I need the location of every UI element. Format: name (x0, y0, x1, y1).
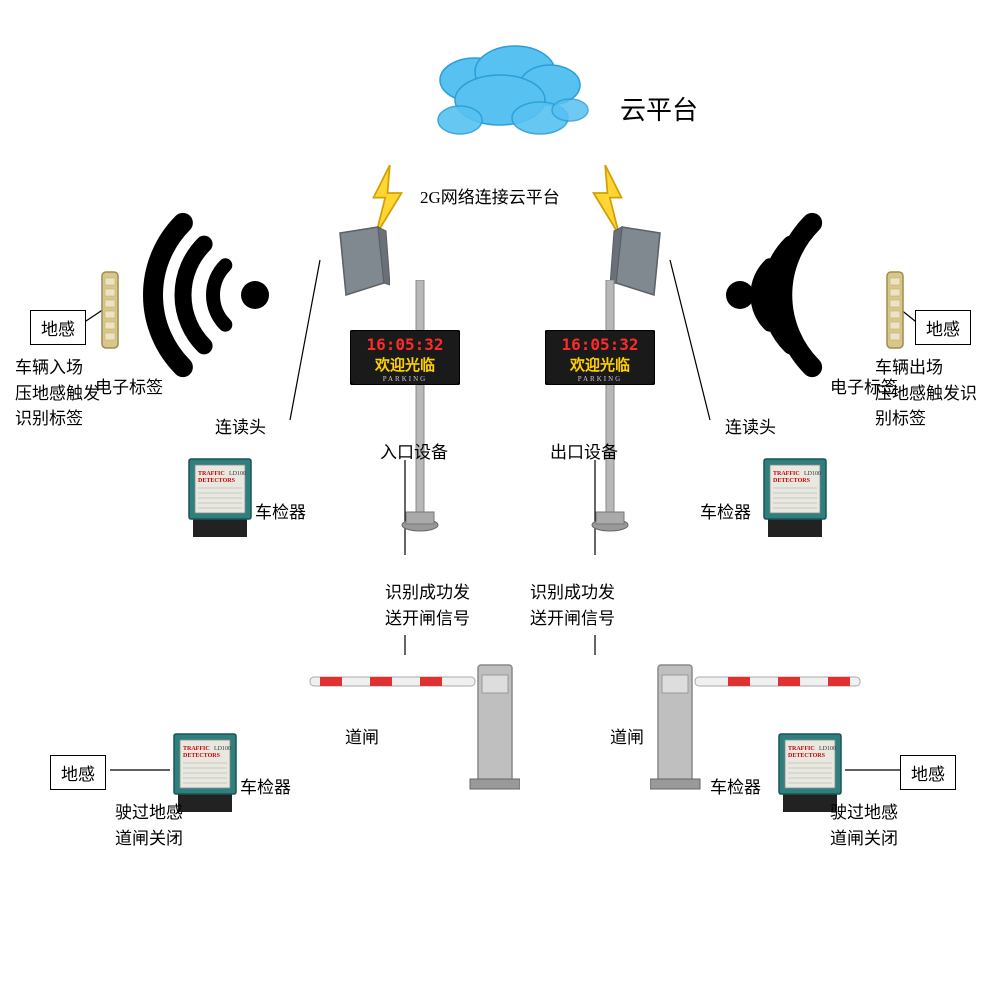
svg-text:DETECTORS: DETECTORS (773, 478, 811, 484)
cloud-label: 云平台 (620, 90, 698, 127)
barrier-label-exit: 道闸 (610, 725, 644, 751)
ground-sensor-entrance-top: 地感 (30, 310, 86, 345)
rfid-tag-entrance-icon (100, 270, 120, 355)
svg-text:TRAFFIC: TRAFFIC (773, 471, 800, 477)
connection-label: 2G网络连接云平台 (420, 185, 560, 211)
detector-label-entrance-bottom: 车检器 (240, 775, 291, 801)
detector-label-entrance-top: 车检器 (255, 500, 306, 526)
pole-entrance-icon (400, 280, 440, 545)
detector-entrance-top-icon: TRAFFICDETECTORSLD100 (185, 455, 255, 545)
svg-text:16:05:32: 16:05:32 (561, 335, 638, 354)
display-entrance-icon: 16:05:32 欢迎光临PARKING (350, 330, 460, 390)
barrier-entrance-icon (300, 655, 520, 800)
ground-sensor-exit-top: 地感 (915, 310, 971, 345)
svg-text:TRAFFIC: TRAFFIC (183, 746, 210, 752)
detector-label-exit-bottom: 车检器 (710, 775, 761, 801)
cloud-icon (420, 40, 600, 155)
antenna-entrance-icon (330, 225, 390, 310)
rfid-tag-exit-icon (885, 270, 905, 355)
device-label-exit: 出口设备 (550, 440, 618, 466)
pole-exit-icon (590, 280, 630, 545)
svg-text:DETECTORS: DETECTORS (183, 753, 221, 759)
svg-text:16:05:32: 16:05:32 (366, 335, 443, 354)
svg-text:LD100: LD100 (229, 471, 246, 477)
reader-label-entrance: 连读头 (215, 415, 266, 441)
reader-label-exit: 连读头 (725, 415, 776, 441)
tag-label-exit: 电子标签 (830, 375, 898, 401)
barrier-label-entrance: 道闸 (345, 725, 379, 751)
ground-sensor-exit-bottom-note: 驶过地感 道闸关闭 (830, 800, 898, 851)
signal-note-entrance: 识别成功发 送开闸信号 (385, 580, 470, 631)
ground-sensor-entrance-bottom-note: 驶过地感 道闸关闭 (115, 800, 183, 851)
svg-text:欢迎光临: 欢迎光临 (569, 356, 630, 374)
svg-text:欢迎光临: 欢迎光临 (374, 356, 435, 374)
ground-sensor-entrance-top-note: 车辆入场 压地感触发 识别标签 (15, 355, 100, 432)
ground-sensor-entrance-bottom: 地感 (50, 755, 106, 790)
tag-label-entrance: 电子标签 (95, 375, 163, 401)
signal-note-exit: 识别成功发 送开闸信号 (530, 580, 615, 631)
svg-text:LD100: LD100 (804, 471, 821, 477)
svg-text:PARKING: PARKING (383, 375, 427, 383)
svg-text:TRAFFIC: TRAFFIC (198, 471, 225, 477)
ground-sensor-exit-bottom: 地感 (900, 755, 956, 790)
svg-text:DETECTORS: DETECTORS (198, 478, 236, 484)
svg-text:LD100: LD100 (214, 746, 231, 752)
svg-text:DETECTORS: DETECTORS (788, 753, 826, 759)
svg-text:PARKING: PARKING (578, 375, 622, 383)
svg-text:LD100: LD100 (819, 746, 836, 752)
display-exit-icon: 16:05:32 欢迎光临PARKING (545, 330, 655, 390)
detector-exit-top-icon: TRAFFICDETECTORSLD100 (760, 455, 830, 545)
detector-label-exit-top: 车检器 (700, 500, 751, 526)
device-label-entrance: 入口设备 (380, 440, 448, 466)
svg-text:TRAFFIC: TRAFFIC (788, 746, 815, 752)
